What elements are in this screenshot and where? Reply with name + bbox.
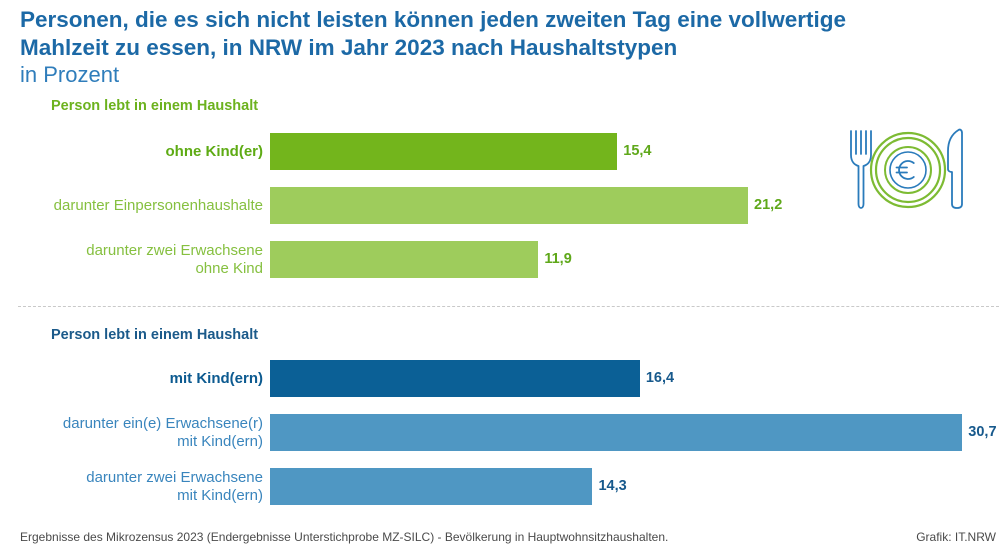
category-label-line: darunter ein(e) Erwachsene(r) [62, 414, 263, 432]
knife-icon [947, 128, 963, 209]
graphic-credit: Grafik: IT.NRW [916, 530, 996, 544]
category-label-zwei-erwachsene-mit-kindern: darunter zwei Erwachsene mit Kind(ern) [0, 468, 263, 505]
category-label-einpersonenhaushalte: darunter Einpersonenhaushalte [0, 187, 263, 224]
bar-row-mit-kindern: mit Kind(ern) 16,4 [0, 360, 999, 397]
bar-mit-kindern [270, 360, 640, 397]
section-heading-ohne-kinder: Person lebt in einem Haushalt [51, 98, 259, 114]
bar-row-ein-erwachsener-mit-kindern: darunter ein(e) Erwachsene(r) mit Kind(e… [0, 414, 999, 451]
bar-zwei-erwachsene-mit-kindern [270, 468, 593, 505]
chart-subtitle: in Prozent [20, 62, 120, 87]
category-label-line: mit Kind(ern) [177, 486, 263, 504]
category-label-ein-erwachsener-mit-kindern: darunter ein(e) Erwachsene(r) mit Kind(e… [0, 414, 263, 451]
bar-einpersonenhaushalte [270, 187, 749, 224]
value-label-ein-erwachsener-mit-kindern: 30,7 [968, 424, 997, 440]
fork-icon [850, 130, 872, 209]
plate-cutlery-euro-icon [850, 128, 963, 209]
bar-ohne-kinder [270, 133, 618, 170]
category-label-line: mit Kind(ern) [177, 432, 263, 450]
category-label-line: darunter zwei Erwachsene [86, 468, 263, 486]
category-label-line: ohne Kind [195, 259, 263, 277]
bar-row-einpersonenhaushalte: darunter Einpersonenhaushalte 21,2 [0, 187, 999, 224]
bar-row-zwei-erwachsene-ohne-kind: darunter zwei Erwachsene ohne Kind 11,9 [0, 241, 999, 278]
chart-title-line-1: Personen, die es sich nicht leisten könn… [20, 7, 847, 32]
bar-row-zwei-erwachsene-mit-kindern: darunter zwei Erwachsene mit Kind(ern) 1… [0, 468, 999, 505]
value-label-mit-kindern: 16,4 [645, 370, 675, 386]
category-label-line: mit Kind(ern) [169, 369, 263, 387]
section-heading-mit-kindern: Person lebt in einem Haushalt [51, 327, 259, 343]
section-divider [18, 306, 999, 307]
bar-zwei-erwachsene-ohne-kind [270, 241, 539, 278]
chart-title: Personen, die es sich nicht leisten könn… [20, 6, 846, 62]
chart-title-line-2: Mahlzeit zu essen, in NRW im Jahr 2023 n… [20, 35, 678, 60]
category-label-line: darunter zwei Erwachsene [86, 241, 263, 259]
value-label-zwei-erwachsene-mit-kindern: 14,3 [598, 478, 627, 494]
category-label-mit-kindern: mit Kind(ern) [0, 360, 263, 397]
category-label-line: darunter Einpersonenhaushalte [53, 196, 263, 214]
source-note: Ergebnisse des Mikrozensus 2023 (Enderge… [20, 530, 669, 544]
bar-ein-erwachsener-mit-kindern [270, 414, 963, 451]
value-label-ohne-kinder: 15,4 [623, 143, 652, 159]
euro-icon [895, 160, 915, 180]
value-label-zwei-erwachsene-ohne-kind: 11,9 [544, 251, 572, 267]
plate-icon [869, 131, 947, 209]
value-label-einpersonenhaushalte: 21,2 [754, 197, 783, 213]
category-label-line: ohne Kind(er) [165, 142, 264, 160]
bar-row-ohne-kinder: ohne Kind(er) 15,4 [0, 133, 999, 170]
category-label-zwei-erwachsene-ohne-kind: darunter zwei Erwachsene ohne Kind [0, 241, 263, 278]
category-label-ohne-kinder: ohne Kind(er) [0, 133, 264, 170]
